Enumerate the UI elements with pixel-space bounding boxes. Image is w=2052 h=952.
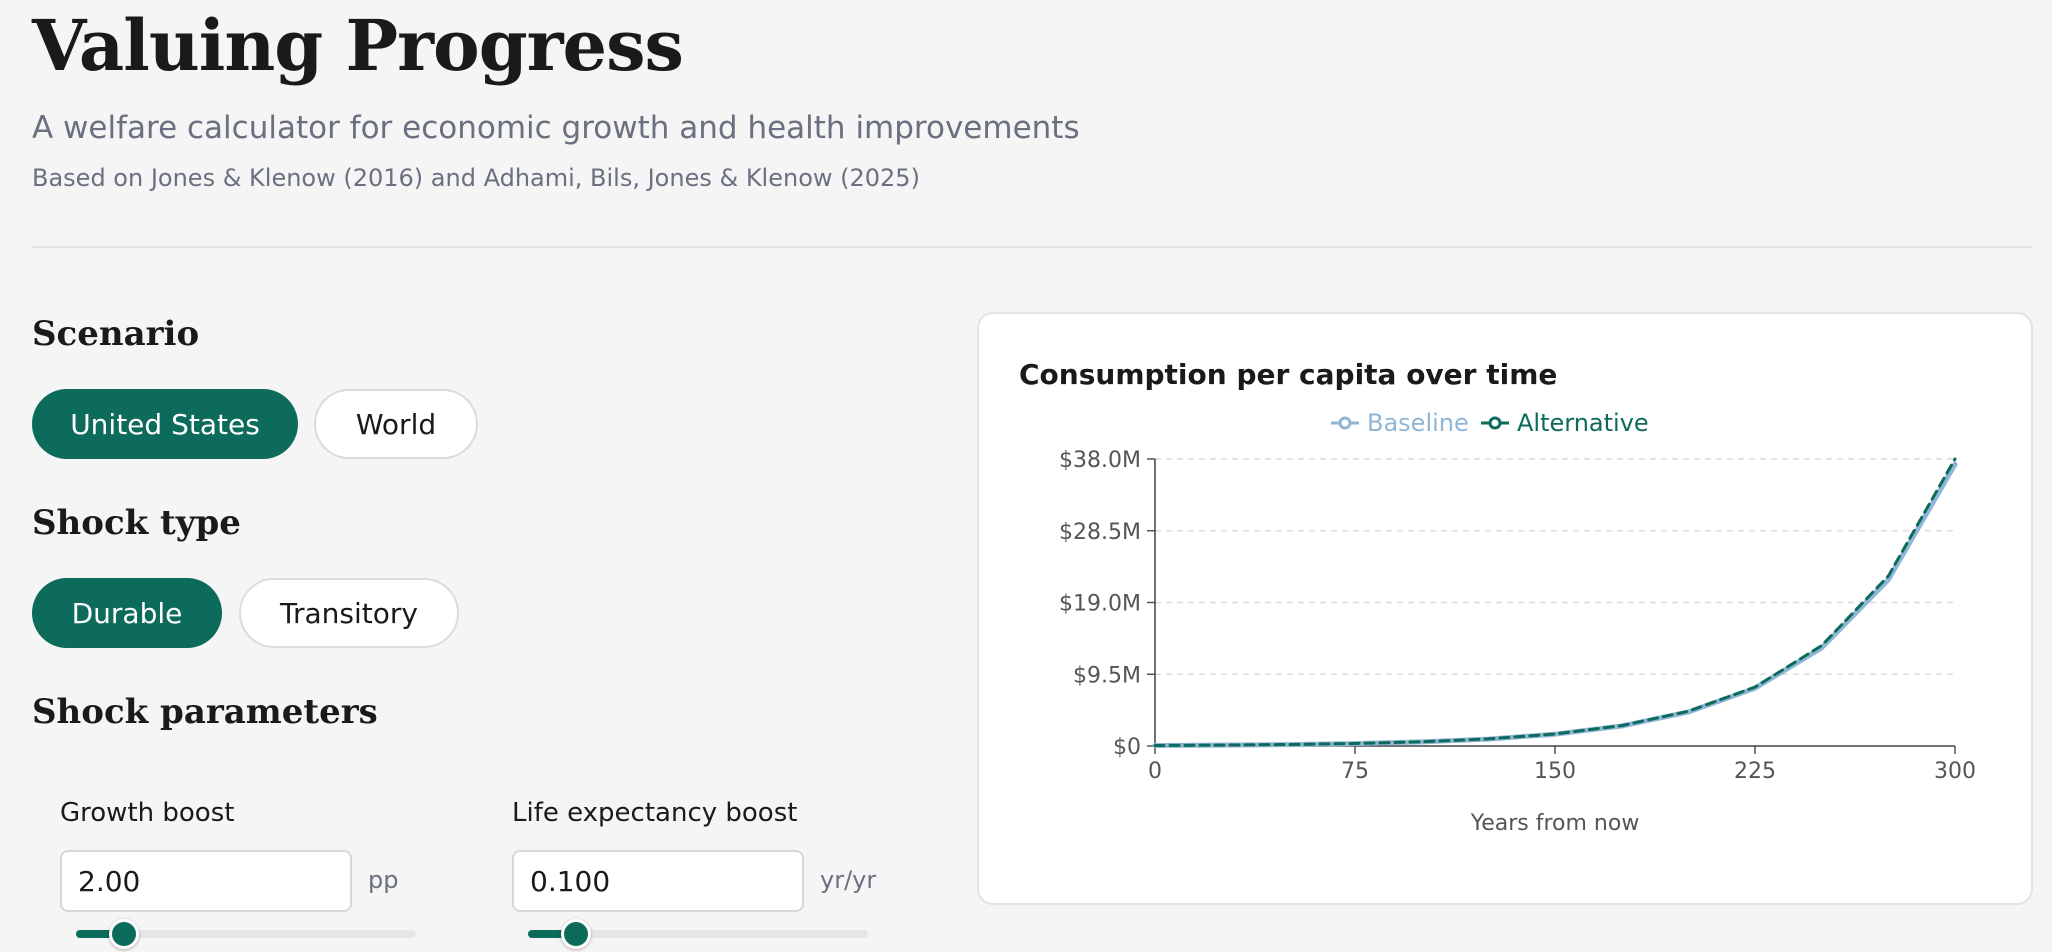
legend-baseline-marker: [1338, 416, 1352, 430]
growth-boost-label: Growth boost: [60, 798, 235, 828]
x-tick-label: 300: [1934, 759, 1976, 784]
x-tick-label: 0: [1148, 759, 1162, 784]
page-subtitle: A welfare calculator for economic growth…: [32, 110, 1080, 146]
chart-title: Consumption per capita over time: [1019, 358, 1558, 391]
scenario-heading: Scenario: [32, 314, 200, 354]
alternative-line: [1153, 457, 1957, 747]
growth-boost-slider-thumb[interactable]: [108, 919, 139, 949]
y-tick-label: $9.5M: [1073, 663, 1141, 688]
citation-text: Based on Jones & Klenow (2016) and Adham…: [32, 164, 920, 192]
legend-baseline-label: Baseline: [1367, 409, 1469, 437]
life-expectancy-boost-slider-thumb[interactable]: [560, 919, 591, 949]
shock-type-heading: Shock type: [32, 503, 241, 543]
baseline-line: [1152, 461, 1958, 748]
shock-parameters-heading: Shock parameters: [32, 692, 378, 732]
life-expectancy-boost-input[interactable]: [512, 850, 804, 912]
life-expectancy-boost-slider[interactable]: [528, 919, 868, 949]
consumption-chart: $0 $9.5M $19.0M $28.5M $38.0M 0 75 150 225 300 Yea…: [1059, 409, 1976, 836]
shock-durable-button[interactable]: Durable: [32, 578, 222, 648]
scenario-united-states-button[interactable]: United States: [32, 389, 298, 459]
growth-boost-input[interactable]: [60, 850, 352, 912]
legend-alternative-marker: [1488, 416, 1502, 430]
life-expectancy-boost-slider-fill: [528, 930, 576, 938]
x-axis-label: Years from now: [1470, 811, 1640, 836]
page-title: Valuing Progress: [32, 4, 684, 87]
scenario-world-button[interactable]: World: [314, 389, 478, 459]
y-tick-label: $19.0M: [1059, 592, 1141, 617]
consumption-chart-card: Consumption per capita over time $0 $9.5M…: [977, 312, 2033, 905]
x-tick-label: 150: [1534, 759, 1576, 784]
life-expectancy-boost-unit: yr/yr: [820, 866, 877, 894]
legend-alternative-label: Alternative: [1517, 409, 1649, 437]
growth-boost-slider-fill: [76, 930, 124, 938]
x-tick-label: 75: [1341, 759, 1369, 784]
shock-transitory-button[interactable]: Transitory: [239, 578, 459, 648]
growth-boost-slider[interactable]: [76, 919, 416, 949]
growth-boost-unit: pp: [368, 866, 399, 894]
x-tick-label: 225: [1734, 759, 1776, 784]
y-tick-label: $0: [1113, 735, 1141, 760]
y-tick-label: $28.5M: [1059, 520, 1141, 545]
y-tick-label: $38.0M: [1059, 448, 1141, 473]
life-expectancy-boost-label: Life expectancy boost: [512, 798, 798, 828]
header-divider: [32, 246, 2032, 248]
